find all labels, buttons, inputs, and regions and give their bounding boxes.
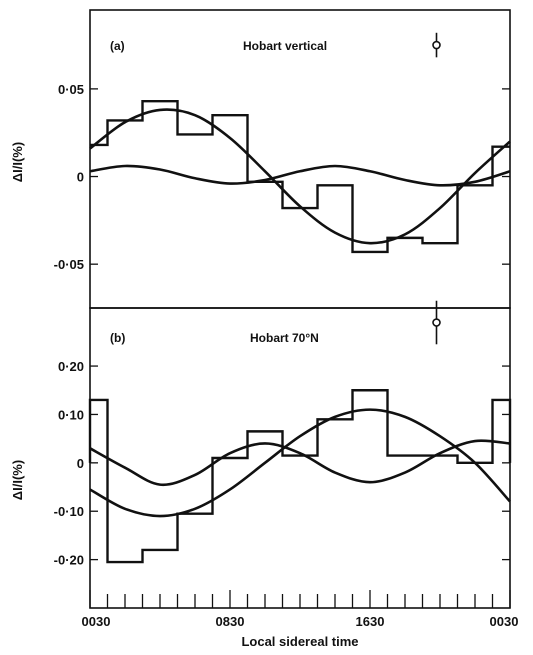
panel-b-frame <box>89 307 511 609</box>
curve-b-0 <box>89 408 511 518</box>
panel-b: (b) Hobart 70°N ΔI/I(%) 0·20 0·10 0 -0·10 -0… <box>10 300 519 649</box>
panel-a-label: (a) <box>110 39 125 53</box>
panel-b-ylabel: ΔI/I(%) <box>10 460 25 500</box>
histogram-step-b <box>88 389 512 564</box>
panel-a-error-bar <box>432 32 441 58</box>
y-tick-label-b-2: 0 <box>77 456 84 471</box>
panel-a-y-ticks: 0·05 0 -0·05 <box>54 82 510 272</box>
panel-a-curves <box>89 108 511 245</box>
x-tick-label-1: 0830 <box>216 614 245 629</box>
curve-a-0 <box>89 108 511 245</box>
error-bar-point-b <box>432 318 441 327</box>
panel-a-ylabel: ΔI/I(%) <box>10 142 25 182</box>
curve-a-1 <box>89 164 511 187</box>
error-bar-point-a <box>432 40 441 50</box>
x-tick-label-3: 0030 <box>490 614 519 629</box>
x-axis-title: Local sidereal time <box>241 634 358 649</box>
y-tick-label-b-0: 0·20 <box>58 359 84 374</box>
panel-a: (a) Hobart vertical ΔI/I(%) 0·05 0 -0·05 <box>10 9 511 309</box>
curve-b-1 <box>89 439 511 487</box>
panel-b-error-bar <box>432 300 441 345</box>
y-tick-label-a-1: 0 <box>77 170 84 185</box>
y-tick-label-a-2: -0·05 <box>54 257 84 272</box>
panel-b-curves <box>89 408 511 518</box>
x-tick-label-0: 0030 <box>82 614 111 629</box>
y-tick-label-a-0: 0·05 <box>58 82 84 97</box>
y-tick-label-b-4: -0·20 <box>54 553 84 568</box>
y-tick-label-b-3: -0·10 <box>54 504 84 519</box>
panel-a-frame <box>89 9 511 309</box>
panel-b-label: (b) <box>110 331 125 345</box>
x-tick-label-2: 1630 <box>356 614 385 629</box>
y-tick-label-b-1: 0·10 <box>58 407 84 422</box>
panel-a-histogram <box>90 99 510 254</box>
panel-b-x-ticks: 0030 0830 1630 0030 <box>82 590 519 629</box>
histogram-step-a <box>90 99 510 254</box>
panel-b-y-ticks: 0·20 0·10 0 -0·10 -0·20 <box>54 359 510 568</box>
panel-b-title: Hobart 70°N <box>250 331 319 345</box>
panel-a-title: Hobart vertical <box>243 39 327 53</box>
panel-b-histogram <box>88 389 512 564</box>
